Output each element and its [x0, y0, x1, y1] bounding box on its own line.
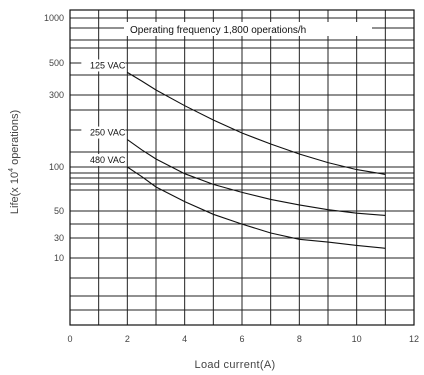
y-tick-label: 30 [54, 233, 64, 243]
plot-frame [69, 9, 415, 326]
y-axis-label: Life(x 104 operations) [8, 110, 21, 214]
x-tick-label: 12 [409, 334, 419, 344]
y-tick-labels: 1000 500 300 100 50 30 10 [44, 13, 64, 263]
y-axis-label-post: operations) [9, 110, 21, 168]
y-axis-label-exp: 4 [8, 168, 15, 172]
series-label: 250 VAC [90, 128, 126, 138]
y-axis-label-pre: Life(x 10 [9, 172, 21, 214]
series-label-background [81, 126, 126, 139]
series-line [127, 71, 386, 175]
x-axis-label: Load current(A) [195, 359, 276, 371]
y-tick-label: 50 [54, 206, 64, 216]
y-tick-label: 10 [54, 253, 64, 263]
y-tick-label: 300 [49, 90, 64, 100]
x-tick-label: 6 [239, 334, 244, 344]
x-tick-label: 8 [297, 334, 302, 344]
series-line [126, 139, 386, 216]
x-tick-label: 10 [352, 334, 362, 344]
x-tick-labels: 0 2 4 6 8 10 12 [67, 334, 419, 344]
series-line [126, 166, 386, 249]
x-tick-label: 0 [67, 334, 72, 344]
series-label: 480 VAC [90, 155, 126, 165]
x-tick-label: 4 [182, 334, 187, 344]
frequency-annotation: Operating frequency 1,800 operations/h [130, 25, 306, 36]
series-labels: 125 VAC 250 VAC 480 VAC [81, 59, 126, 166]
series-label-background [81, 154, 126, 166]
series-lines [126, 71, 386, 249]
x-tick-label: 2 [125, 334, 130, 344]
series-label-background [81, 59, 126, 72]
y-tick-label: 1000 [44, 13, 64, 23]
series-label: 125 VAC [90, 60, 126, 70]
grid [70, 10, 414, 325]
y-tick-label: 100 [49, 162, 64, 172]
annotation-background [124, 22, 372, 36]
y-tick-label: 500 [49, 58, 64, 68]
